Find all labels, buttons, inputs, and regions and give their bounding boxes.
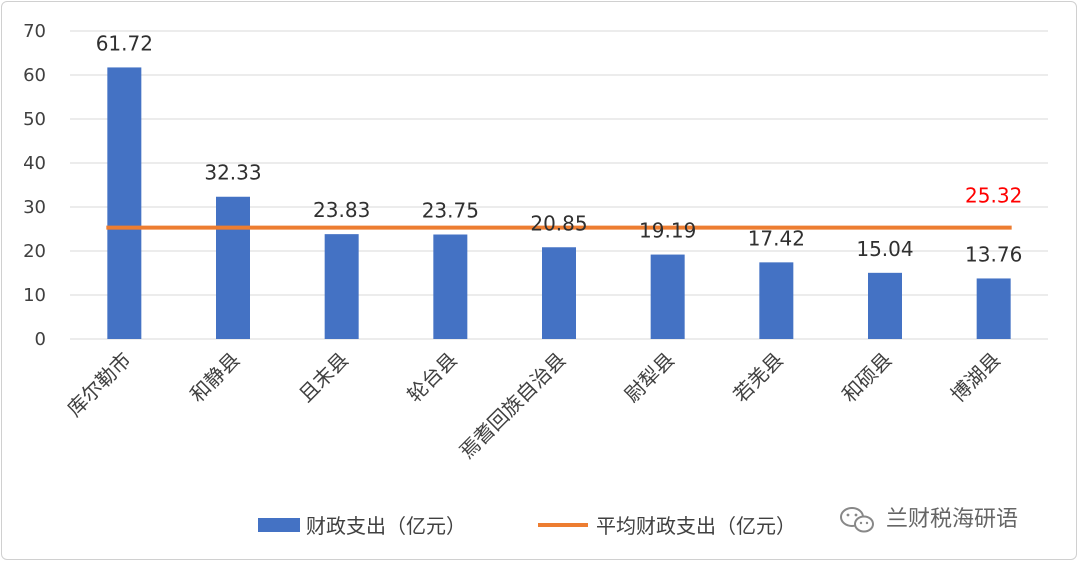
bar-value-label: 13.76	[965, 242, 1022, 266]
y-tick-label: 50	[23, 109, 46, 130]
legend-bar-label: 财政支出（亿元）	[306, 514, 466, 538]
bar	[650, 254, 685, 339]
x-category-label: 博湖县	[946, 348, 1005, 407]
x-category-label: 轮台县	[402, 348, 461, 407]
bar	[324, 234, 359, 339]
bar	[542, 247, 576, 339]
y-tick-label: 40	[23, 153, 46, 174]
legend-bar-swatch	[258, 518, 300, 532]
bar-value-label: 19.19	[639, 219, 696, 243]
watermark-text: 兰财税海研语	[886, 507, 1018, 532]
x-category-label: 若羌县	[728, 348, 787, 407]
bar	[868, 272, 902, 339]
x-category-label: 尉犁县	[620, 348, 679, 407]
legend-line-label: 平均财政支出（亿元）	[596, 514, 796, 538]
bars	[107, 67, 1011, 339]
watermark: 兰财税海研语	[840, 507, 1018, 533]
bar-value-label: 61.72	[96, 31, 153, 55]
bar-value-label: 17.42	[748, 226, 805, 250]
bar-value-label: 15.04	[856, 237, 913, 261]
y-tick-label: 30	[23, 197, 46, 218]
wechat-icon	[840, 507, 874, 533]
average-value-label: 25.32	[965, 184, 1022, 208]
y-tick-label: 0	[35, 329, 46, 350]
x-category-label: 和静县	[185, 348, 244, 407]
legend: 财政支出（亿元） 平均财政支出（亿元）	[258, 514, 796, 538]
bar	[433, 234, 468, 339]
y-tick-label: 10	[23, 285, 46, 306]
y-tick-label: 60	[23, 65, 46, 86]
bar	[976, 278, 1011, 339]
x-category-label: 且末县	[294, 348, 353, 407]
bar	[759, 262, 794, 339]
x-category-label: 和硕县	[837, 348, 896, 407]
average-line-group: 25.32	[106, 184, 1022, 230]
x-category-label: 库尔勒市	[62, 348, 136, 422]
bar-value-label: 20.85	[530, 211, 587, 235]
bar-value-label: 23.75	[422, 199, 479, 223]
bar-value-label: 32.33	[204, 161, 261, 185]
bar-value-label: 23.83	[313, 198, 370, 222]
data-labels: 61.72 32.33 23.83 23.75 20.85 19.19 17.42 15.04…	[96, 31, 1023, 266]
y-axis-ticks: 0 10 20 30 40 50 60 70	[23, 21, 46, 350]
y-tick-label: 20	[23, 241, 46, 262]
x-category-label: 焉耆回族自治县	[455, 348, 571, 464]
bar	[107, 67, 142, 339]
bar	[216, 196, 250, 339]
y-tick-label: 70	[23, 21, 46, 42]
